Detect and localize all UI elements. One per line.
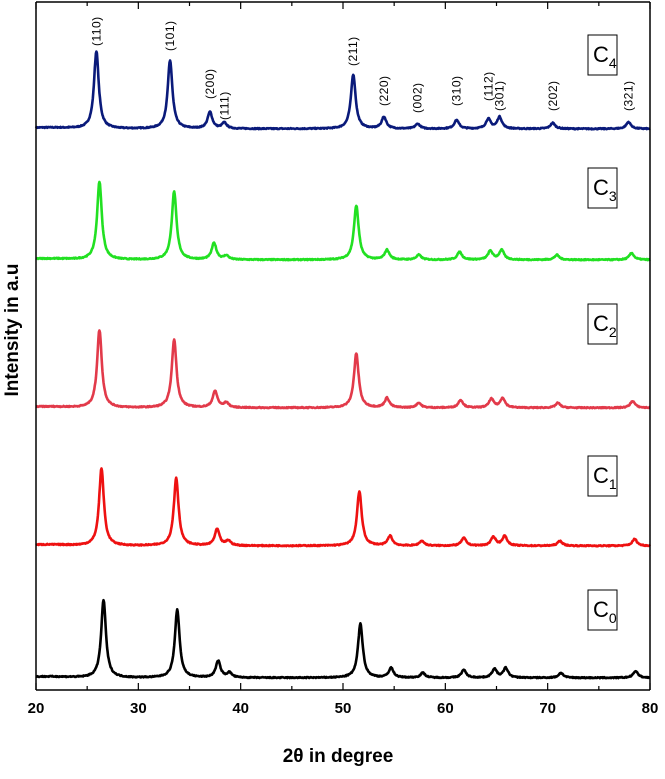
sample-label-text: C3 — [593, 175, 617, 204]
peak-label: (301) — [493, 80, 507, 111]
x-axis-label: 2θ in degree — [283, 746, 394, 767]
series-line-c3 — [35, 180, 651, 262]
x-tick-label: 80 — [642, 700, 659, 717]
peak-label: (310) — [450, 75, 464, 106]
x-tick-label: 70 — [539, 700, 556, 717]
sample-label-box — [587, 167, 618, 209]
x-tick-label: 50 — [335, 700, 352, 717]
peak-label: (220) — [377, 75, 391, 106]
sample-label-c4: C4 — [587, 34, 618, 76]
sample-label-box — [587, 455, 618, 497]
peak-label: (200) — [203, 68, 217, 99]
y-axis-label: Intensity in a.u — [2, 263, 23, 396]
sample-label-text: C2 — [593, 311, 617, 340]
x-tick-label: 20 — [28, 700, 45, 717]
sample-label-layer: C4 C3 C2 C1 C0 — [587, 34, 618, 631]
peak-label: (112) — [481, 71, 495, 101]
peak-label: (202) — [546, 80, 560, 111]
series-line-c0 — [35, 598, 651, 680]
x-tick-label: 40 — [232, 700, 249, 717]
series-line-c1 — [35, 467, 652, 548]
peak-label-layer: (110) (101) (200)(111) (211) (220) (002) (310)… — [89, 16, 635, 120]
peak-label: (002) — [411, 82, 425, 113]
sample-label-text: C1 — [593, 463, 617, 492]
sample-label-box — [587, 34, 618, 76]
peak-label: (110) — [89, 16, 103, 46]
peak-label: (211) — [346, 36, 360, 66]
sample-label-text: C0 — [593, 597, 617, 626]
x-tick-label: 30 — [130, 700, 147, 717]
sample-label-c2: C2 — [587, 303, 618, 345]
sample-label-c3: C3 — [587, 167, 618, 209]
sample-label-box — [587, 589, 618, 631]
sample-label-c1: C1 — [587, 455, 618, 497]
peak-label: (111) — [217, 91, 231, 120]
peak-label: (321) — [622, 80, 636, 111]
sample-label-box — [587, 303, 618, 345]
sample-label-c0: C0 — [587, 589, 618, 631]
axis-layer: 20 30 40 50 60 70 80 — [28, 1, 659, 717]
series-line-c2 — [35, 329, 651, 410]
series-layer — [34, 50, 652, 680]
x-tick-label: 60 — [437, 700, 454, 717]
series-line-c4 — [34, 50, 651, 131]
sample-label-text: C4 — [593, 42, 617, 71]
peak-label: (101) — [163, 20, 177, 51]
